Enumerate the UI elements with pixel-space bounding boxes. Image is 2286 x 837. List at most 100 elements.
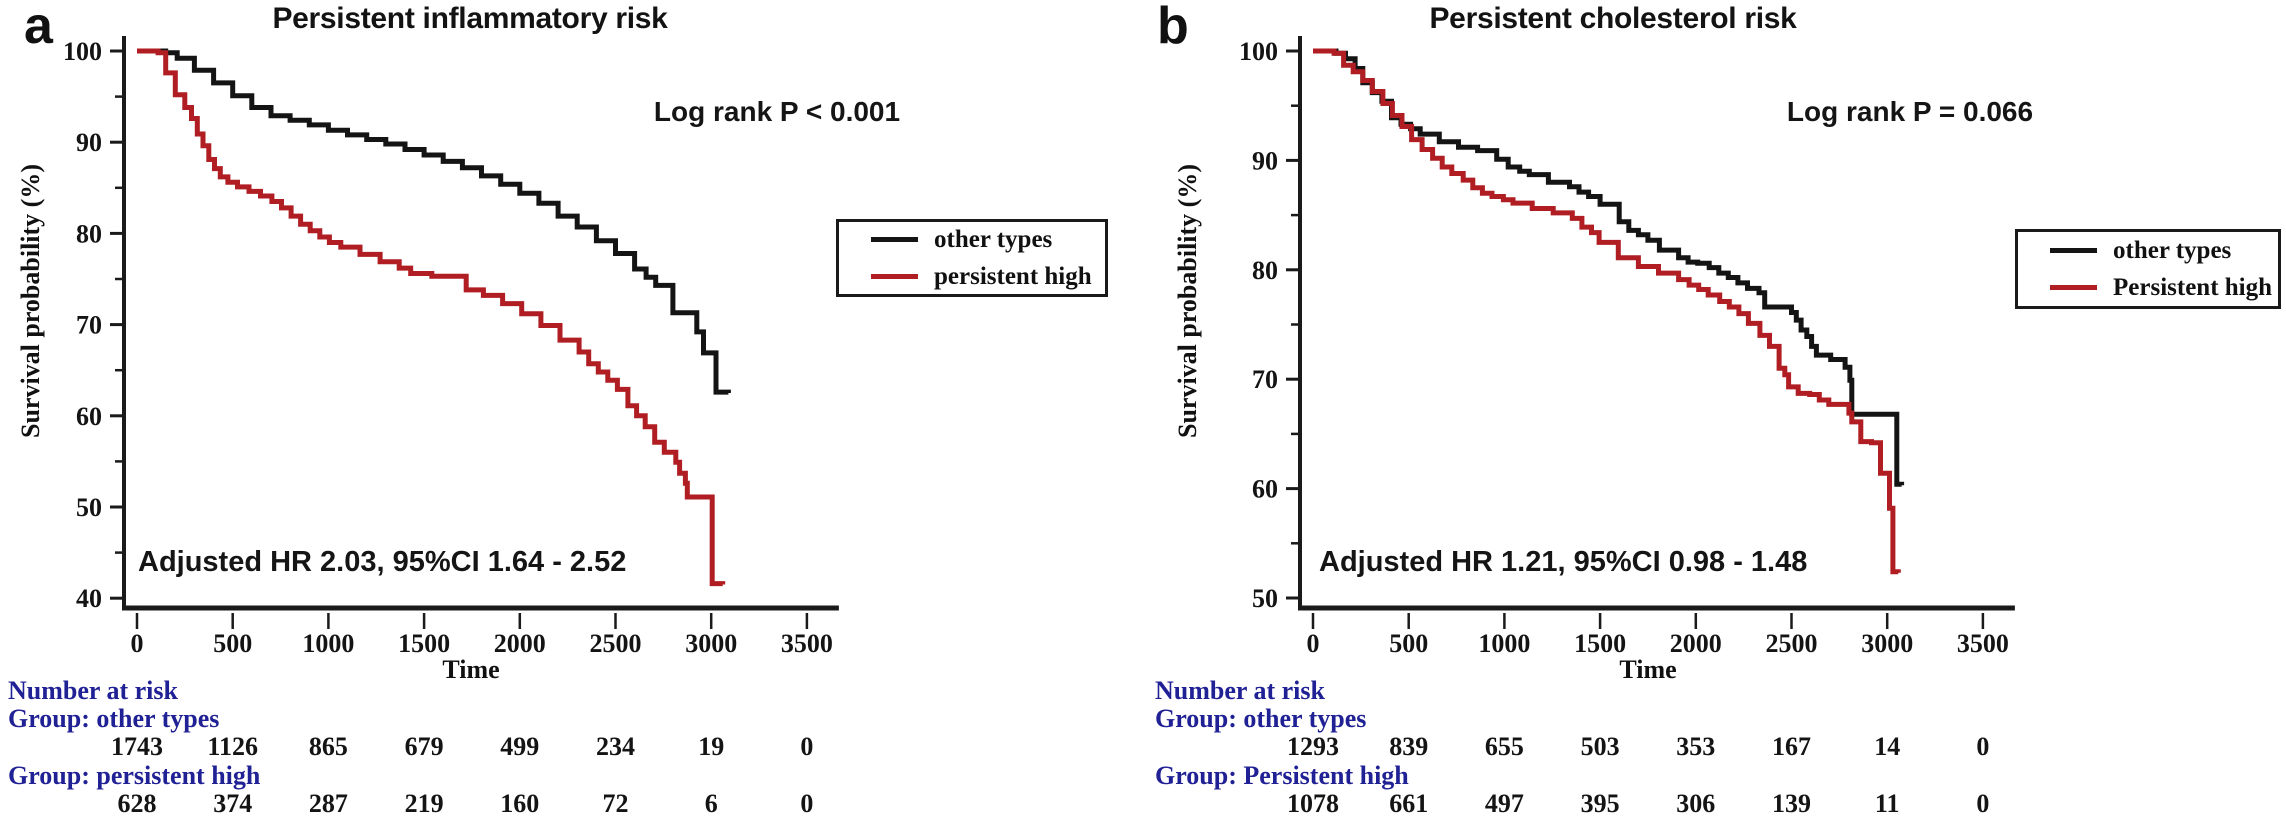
risk-group-label: Group: other types [8,704,220,733]
risk-count: 374 [213,789,253,818]
risk-count-row: 1078 661 497 395 306 139 11 0 [1143,789,2286,821]
x-tick-label: 2500 [1766,629,1818,658]
panel-b: 100 90 80 70 60 50 0 500 1000 1500 2000 2500 3000 350… [1143,0,2286,837]
y-tick-label: 90 [76,128,102,157]
x-tick-label: 2000 [494,629,546,658]
x-axis-title: Time [1619,655,1677,684]
y-tick-label: 80 [76,219,102,248]
risk-count: 72 [602,789,629,818]
legend-label: Persistent high [2113,274,2273,301]
legend-item: other types [871,226,1105,254]
panel-title-b: Persistent cholesterol risk [1429,2,1797,35]
survival-curve-persistent-high [137,48,726,587]
survival-curve-other-types [137,48,731,395]
risk-group-label: Group: other types [1155,704,1367,733]
risk-count: 0 [1976,789,1990,818]
risk-count-row: 1293 839 655 503 353 167 14 0 [1143,732,2286,764]
y-axis-title: Survival probability (%) [1173,164,1202,439]
risk-count: 628 [117,789,157,818]
risk-count: 19 [698,732,725,761]
legend-line-black-icon [871,236,918,242]
x-tick-label: 500 [1389,629,1428,658]
risk-count: 497 [1484,789,1524,818]
risk-count: 160 [500,789,540,818]
legend-line-red-icon [2050,285,2097,291]
risk-count: 287 [308,789,348,818]
legend-label: other types [934,225,1053,253]
x-axis-title: Time [442,655,500,684]
y-tick-label: 70 [76,311,102,340]
y-tick-label: 60 [1252,475,1278,504]
risk-count: 219 [404,789,444,818]
legend-item: Persistent high [2050,274,2278,302]
risk-count: 14 [1874,732,1901,761]
risk-count: 679 [404,732,444,761]
risk-group-label: Group: Persistent high [1155,761,1409,790]
x-tick-label: 0 [131,629,144,658]
y-tick-label: 60 [76,402,102,431]
legend: other types Persistent high [2015,229,2281,309]
km-plot-a: 100 90 80 70 60 50 40 0 500 1000 1500 2000 2500 3000 3… [63,36,839,658]
risk-count: 499 [500,732,540,761]
risk-count: 234 [596,732,635,761]
x-tick-label: 1500 [398,629,450,658]
panel-title-a: Persistent inflammatory risk [272,2,668,35]
risk-count: 11 [1874,789,1900,818]
risk-count-row: 1743 1126 865 679 499 234 19 0 [0,732,1143,764]
panel-letter-b: b [1157,0,1189,55]
x-tick-label: 3500 [1957,629,2009,658]
legend-item: persistent high [871,263,1105,291]
survival-curve-persistent-high [1313,48,1901,575]
panel-a: 100 90 80 70 60 50 40 0 500 1000 1500 2000 2500 3000 3… [0,0,1143,821]
x-tick-label: 2500 [590,629,642,658]
risk-count: 1743 [111,732,163,761]
risk-count: 0 [1976,732,1990,761]
log-rank-annotation: Log rank P = 0.066 [1786,96,2034,127]
hazard-ratio-annotation: Adjusted HR 1.21, 95%CI 0.98 - 1.48 [1319,546,1808,578]
y-tick-label: 40 [76,584,102,613]
risk-count: 353 [1676,732,1716,761]
risk-count: 0 [800,789,814,818]
risk-count: 306 [1676,789,1716,818]
legend: other types persistent high [836,219,1108,297]
x-tick-label: 3000 [1861,629,1913,658]
x-tick-label: 0 [1307,629,1320,658]
x-tick-label: 1000 [1478,629,1530,658]
legend-line-black-icon [2050,247,2097,253]
y-tick-label: 100 [1239,37,1278,66]
y-tick-label: 50 [76,493,102,522]
legend-line-red-icon [871,274,918,280]
risk-table-header: Number at risk [1155,676,1325,705]
log-rank-annotation: Log rank P < 0.001 [653,96,901,127]
legend-label: other types [2113,236,2232,264]
y-tick-label: 70 [1252,365,1278,394]
risk-count-row: 628 374 287 219 160 72 6 0 [0,789,1143,821]
risk-count: 167 [1772,732,1811,761]
x-tick-label: 3500 [781,629,833,658]
risk-count: 661 [1389,789,1429,818]
risk-count: 655 [1484,732,1524,761]
risk-count: 395 [1580,789,1620,818]
panel-letter-a: a [24,0,53,55]
y-tick-label: 50 [1252,584,1278,613]
risk-count: 1293 [1287,732,1339,761]
y-tick-label: 100 [63,37,102,66]
x-tick-label: 3000 [685,629,737,658]
legend-item: other types [2050,237,2278,265]
y-axis-title: Survival probability (%) [16,164,45,439]
risk-count: 503 [1580,732,1620,761]
risk-count: 839 [1389,732,1429,761]
x-tick-label: 1500 [1574,629,1626,658]
x-tick-label: 500 [213,629,252,658]
hazard-ratio-annotation: Adjusted HR 2.03, 95%CI 1.64 - 2.52 [138,546,627,578]
risk-group-label: Group: persistent high [8,761,261,790]
risk-table-header: Number at risk [8,676,178,705]
legend-label: persistent high [934,263,1092,290]
y-tick-label: 90 [1252,146,1278,175]
x-tick-label: 2000 [1670,629,1722,658]
x-tick-label: 1000 [302,629,354,658]
risk-count: 0 [800,732,814,761]
risk-count: 1126 [207,732,258,761]
risk-count: 139 [1772,789,1811,818]
